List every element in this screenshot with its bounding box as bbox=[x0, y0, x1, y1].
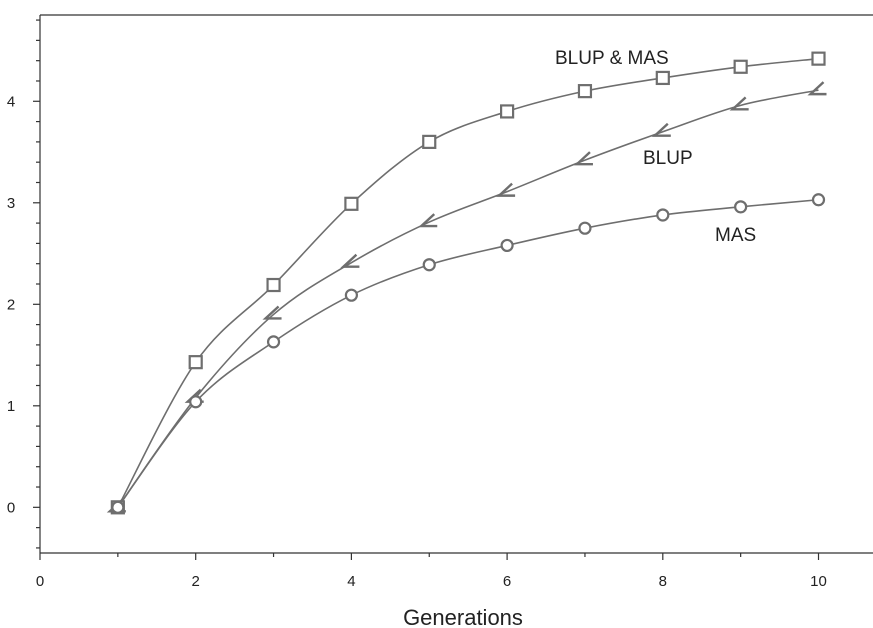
y-tick-label-0: 0 bbox=[7, 499, 15, 516]
marker-series-1-point-3 bbox=[340, 253, 360, 268]
y-tick-label-3: 3 bbox=[7, 195, 15, 212]
marker-series-0-point-4 bbox=[422, 134, 437, 149]
marker-series-2-point-8 bbox=[734, 200, 748, 214]
plot-frame bbox=[39, 14, 873, 554]
x-tick-label-1: 2 bbox=[192, 573, 200, 590]
x-tick-label-3: 6 bbox=[503, 573, 511, 590]
marker-series-0-point-8 bbox=[733, 59, 748, 74]
marker-series-2-point-2 bbox=[266, 335, 281, 349]
marker-series-1-point-7 bbox=[651, 122, 671, 137]
series-label-mas: MAS bbox=[715, 225, 756, 246]
marker-series-0-point-2 bbox=[266, 277, 281, 293]
marker-series-2-point-1 bbox=[189, 395, 203, 409]
series-labels: BLUP & MAS BLUP MAS bbox=[555, 48, 756, 246]
marker-series-0-point-1 bbox=[188, 355, 203, 370]
series-label-blup-mas: BLUP & MAS bbox=[555, 48, 669, 69]
series-line-0 bbox=[117, 57, 819, 508]
marker-series-1-point-9 bbox=[807, 81, 827, 96]
marker-series-2-point-9 bbox=[811, 193, 826, 207]
marker-series-1-point-2 bbox=[262, 305, 282, 320]
y-tick-label-4: 4 bbox=[7, 93, 15, 110]
axis-ticks: 0 2 4 6 8 10 0 1 2 3 4 bbox=[7, 19, 827, 590]
y-tick-label-2: 2 bbox=[7, 296, 15, 313]
series-lines bbox=[117, 57, 819, 508]
x-tick-label-5: 10 bbox=[810, 573, 827, 590]
marker-series-2-point-5 bbox=[500, 238, 514, 253]
marker-series-1-point-4 bbox=[418, 213, 438, 228]
series-markers bbox=[106, 51, 827, 515]
marker-series-0-point-3 bbox=[344, 196, 359, 211]
series-line-1 bbox=[117, 89, 819, 508]
x-tick-label-0: 0 bbox=[36, 573, 44, 590]
marker-series-0-point-9 bbox=[811, 51, 826, 66]
marker-series-0-point-7 bbox=[655, 70, 670, 86]
marker-series-1-point-6 bbox=[573, 151, 593, 166]
x-tick-label-4: 8 bbox=[659, 573, 667, 590]
marker-series-1-point-8 bbox=[729, 96, 749, 111]
marker-series-1-point-5 bbox=[496, 182, 516, 197]
marker-series-2-point-7 bbox=[656, 208, 670, 222]
marker-series-2-point-0 bbox=[111, 500, 125, 514]
marker-series-0-point-5 bbox=[500, 104, 515, 119]
x-axis-title: Generations bbox=[403, 605, 523, 628]
series-line-2 bbox=[117, 198, 819, 508]
marker-series-2-point-6 bbox=[578, 221, 592, 235]
marker-series-2-point-3 bbox=[344, 288, 359, 302]
marker-series-2-point-4 bbox=[422, 258, 436, 272]
y-tick-label-1: 1 bbox=[7, 398, 15, 415]
x-tick-label-2: 4 bbox=[347, 573, 355, 590]
marker-series-0-point-6 bbox=[577, 84, 593, 99]
series-label-blup: BLUP bbox=[643, 148, 693, 169]
